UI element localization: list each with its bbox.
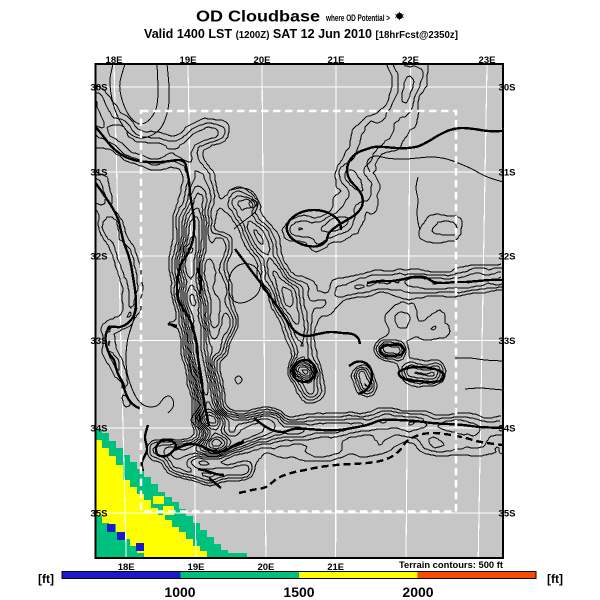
svg-text:35S: 35S	[499, 509, 516, 520]
svg-text:where OD Potential >: where OD Potential >	[325, 13, 390, 23]
svg-text:Terrain contours: 500 ft: Terrain contours: 500 ft	[399, 560, 504, 571]
svg-text:33S: 33S	[91, 336, 108, 347]
svg-text:20E: 20E	[254, 55, 271, 66]
svg-text:33S: 33S	[499, 336, 516, 347]
svg-text:1500: 1500	[283, 584, 314, 600]
svg-text:35S: 35S	[91, 509, 108, 520]
svg-text:20E: 20E	[257, 562, 274, 573]
svg-text:34S: 34S	[91, 424, 108, 435]
svg-text:31S: 31S	[91, 168, 108, 179]
svg-text:2000: 2000	[402, 584, 433, 600]
svg-text:30S: 30S	[499, 83, 516, 94]
svg-text:1000: 1000	[164, 584, 195, 600]
svg-text:21E: 21E	[327, 562, 344, 573]
svg-text:Valid 1400 LST (1200Z) SAT 12: Valid 1400 LST (1200Z) SAT 12 Jun 2010 […	[144, 26, 458, 41]
svg-text:[ft]: [ft]	[547, 572, 563, 586]
svg-text:23E: 23E	[479, 55, 496, 66]
svg-text:[ft]: [ft]	[38, 572, 54, 586]
svg-text:22E: 22E	[402, 55, 419, 66]
svg-text:19E: 19E	[188, 562, 205, 573]
svg-text:18E: 18E	[118, 562, 135, 573]
svg-text:31S: 31S	[499, 168, 516, 179]
svg-text:21E: 21E	[328, 55, 345, 66]
svg-text:18E: 18E	[106, 55, 123, 66]
svg-text:34S: 34S	[499, 424, 516, 435]
svg-text:32S: 32S	[499, 252, 516, 263]
svg-text:30S: 30S	[91, 83, 108, 94]
svg-text:OD Cloudbase: OD Cloudbase	[196, 9, 320, 26]
svg-text:32S: 32S	[91, 252, 108, 263]
svg-text:19E: 19E	[180, 55, 197, 66]
